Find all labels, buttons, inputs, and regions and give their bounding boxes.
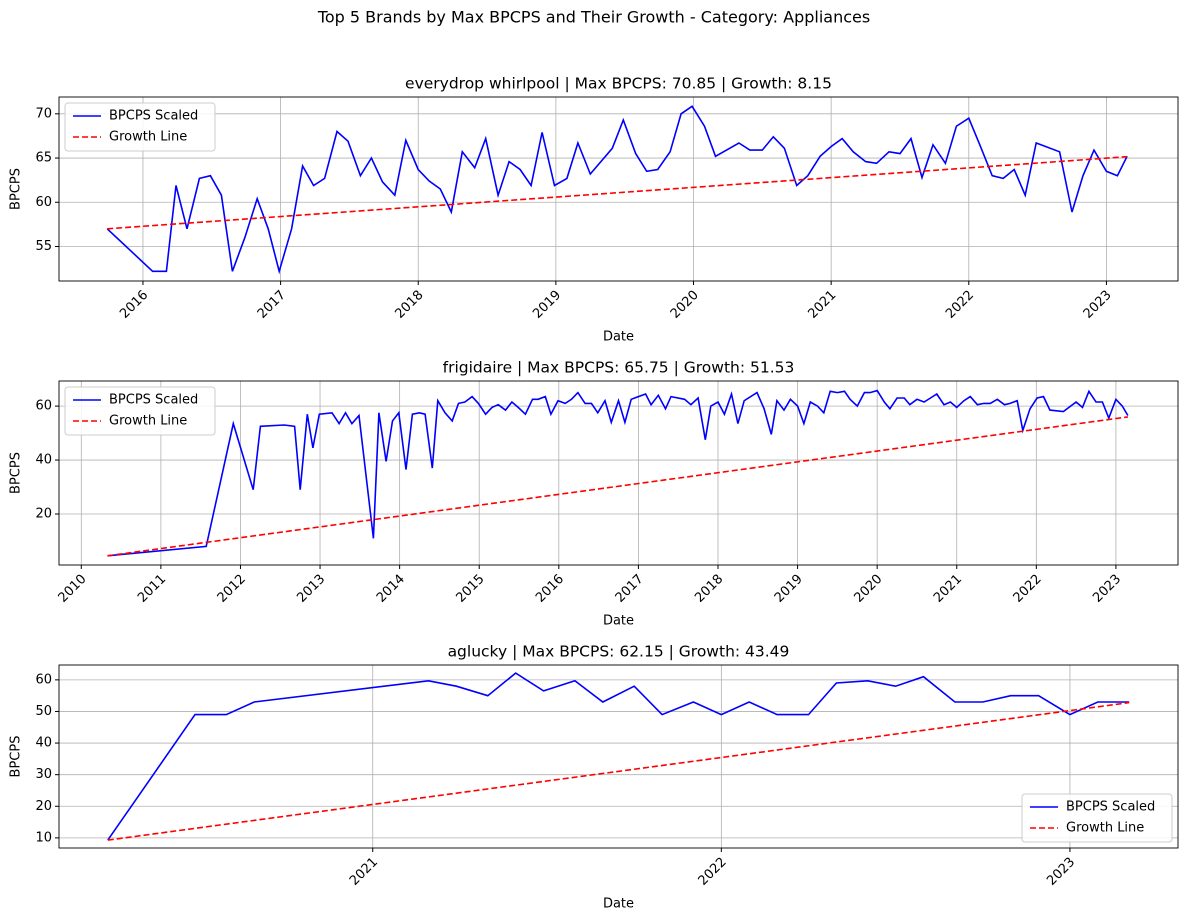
x-tick-label: 2022 xyxy=(1011,572,1045,606)
legend-label: BPCPS Scaled xyxy=(109,109,198,124)
chart-title: frigidaire | Max BPCPS: 65.75 | Growth: … xyxy=(443,359,795,377)
chart-title: everydrop whirlpool | Max BPCPS: 70.85 |… xyxy=(405,75,832,93)
x-tick-label: 2018 xyxy=(393,288,427,322)
subplot: 2021 2022 2023 10 20 30 40 50 60 aglucky | Max BP… xyxy=(9,643,1179,912)
y-axis-label: BPCPS xyxy=(9,452,24,494)
legend-box xyxy=(64,386,216,436)
x-axis-label: Date xyxy=(603,614,634,629)
plot-frame xyxy=(58,664,1179,849)
legend-box xyxy=(1021,793,1173,843)
y-tick-label: 30 xyxy=(35,767,52,782)
subplot: 2016 2017 2018 2019 2020 2021 2022 2023 55 60 65 70… xyxy=(9,75,1179,345)
x-tick-label: 2018 xyxy=(692,572,726,606)
x-tick-label: 2016 xyxy=(117,288,151,322)
legend-label: BPCPS Scaled xyxy=(109,393,198,408)
x-tick-label: 2023 xyxy=(1081,288,1115,322)
x-tick-label: 2022 xyxy=(696,855,730,889)
plot-frame xyxy=(58,380,1179,566)
y-tick-label: 40 xyxy=(35,453,52,468)
x-tick-label: 2019 xyxy=(772,572,806,606)
y-tick-label: 20 xyxy=(35,507,52,522)
data-line xyxy=(107,701,1130,841)
x-tick-label: 2015 xyxy=(454,572,488,606)
x-tick-label: 2012 xyxy=(215,572,249,606)
chart-title: aglucky | Max BPCPS: 62.15 | Growth: 43.… xyxy=(448,643,790,661)
x-tick-label: 2019 xyxy=(530,288,564,322)
x-tick-label: 2022 xyxy=(943,288,977,322)
x-tick-label: 2023 xyxy=(1090,572,1124,606)
y-tick-label: 50 xyxy=(35,704,52,719)
legend-label: Growth Line xyxy=(1066,821,1144,836)
x-tick-label: 2021 xyxy=(347,855,381,889)
y-axis-label: BPCPS xyxy=(9,736,24,778)
data-line xyxy=(107,416,1129,557)
data-line xyxy=(107,672,1130,841)
y-axis-label: BPCPS xyxy=(9,168,24,210)
x-tick-label: 2016 xyxy=(533,572,567,606)
legend-label: Growth Line xyxy=(109,130,187,145)
x-tick-label: 2023 xyxy=(1044,855,1078,889)
x-tick-label: 2021 xyxy=(931,572,965,606)
x-tick-label: 2010 xyxy=(56,572,90,606)
data-line xyxy=(107,389,1129,557)
y-tick-label: 20 xyxy=(35,799,52,814)
data-line xyxy=(106,105,1128,275)
plot-frame xyxy=(58,96,1179,282)
legend-label: Growth Line xyxy=(109,414,187,429)
suptitle: Top 5 Brands by Max BPCPS and Their Grow… xyxy=(317,8,870,27)
x-axis-label: Date xyxy=(603,897,634,912)
x-tick-label: 2011 xyxy=(135,572,169,606)
x-tick-label: 2020 xyxy=(851,572,885,606)
legend-label: BPCPS Scaled xyxy=(1066,800,1155,815)
y-tick-label: 65 xyxy=(35,151,52,166)
x-tick-label: 2017 xyxy=(613,572,647,606)
data-line xyxy=(107,155,1128,230)
y-tick-label: 60 xyxy=(35,399,52,414)
x-tick-label: 2014 xyxy=(374,572,408,606)
legend: BPCPS Scaled Growth Line xyxy=(64,102,216,152)
x-tick-label: 2013 xyxy=(294,572,328,606)
y-tick-label: 40 xyxy=(35,736,52,751)
legend-box xyxy=(64,102,216,152)
y-tick-label: 70 xyxy=(35,106,52,121)
x-tick-label: 2021 xyxy=(805,288,839,322)
x-tick-label: 2017 xyxy=(255,288,289,322)
y-tick-label: 60 xyxy=(35,672,52,687)
y-tick-label: 10 xyxy=(35,830,52,845)
legend: BPCPS Scaled Growth Line xyxy=(64,386,216,436)
x-axis-label: Date xyxy=(603,330,634,345)
legend: BPCPS Scaled Growth Line xyxy=(1021,793,1173,843)
x-tick-label: 2020 xyxy=(668,288,702,322)
y-tick-label: 55 xyxy=(35,239,52,254)
subplot: 2010 2011 2012 2013 2014 2015 2016 2017 2018 2019… xyxy=(9,359,1179,629)
y-tick-label: 60 xyxy=(35,195,52,210)
